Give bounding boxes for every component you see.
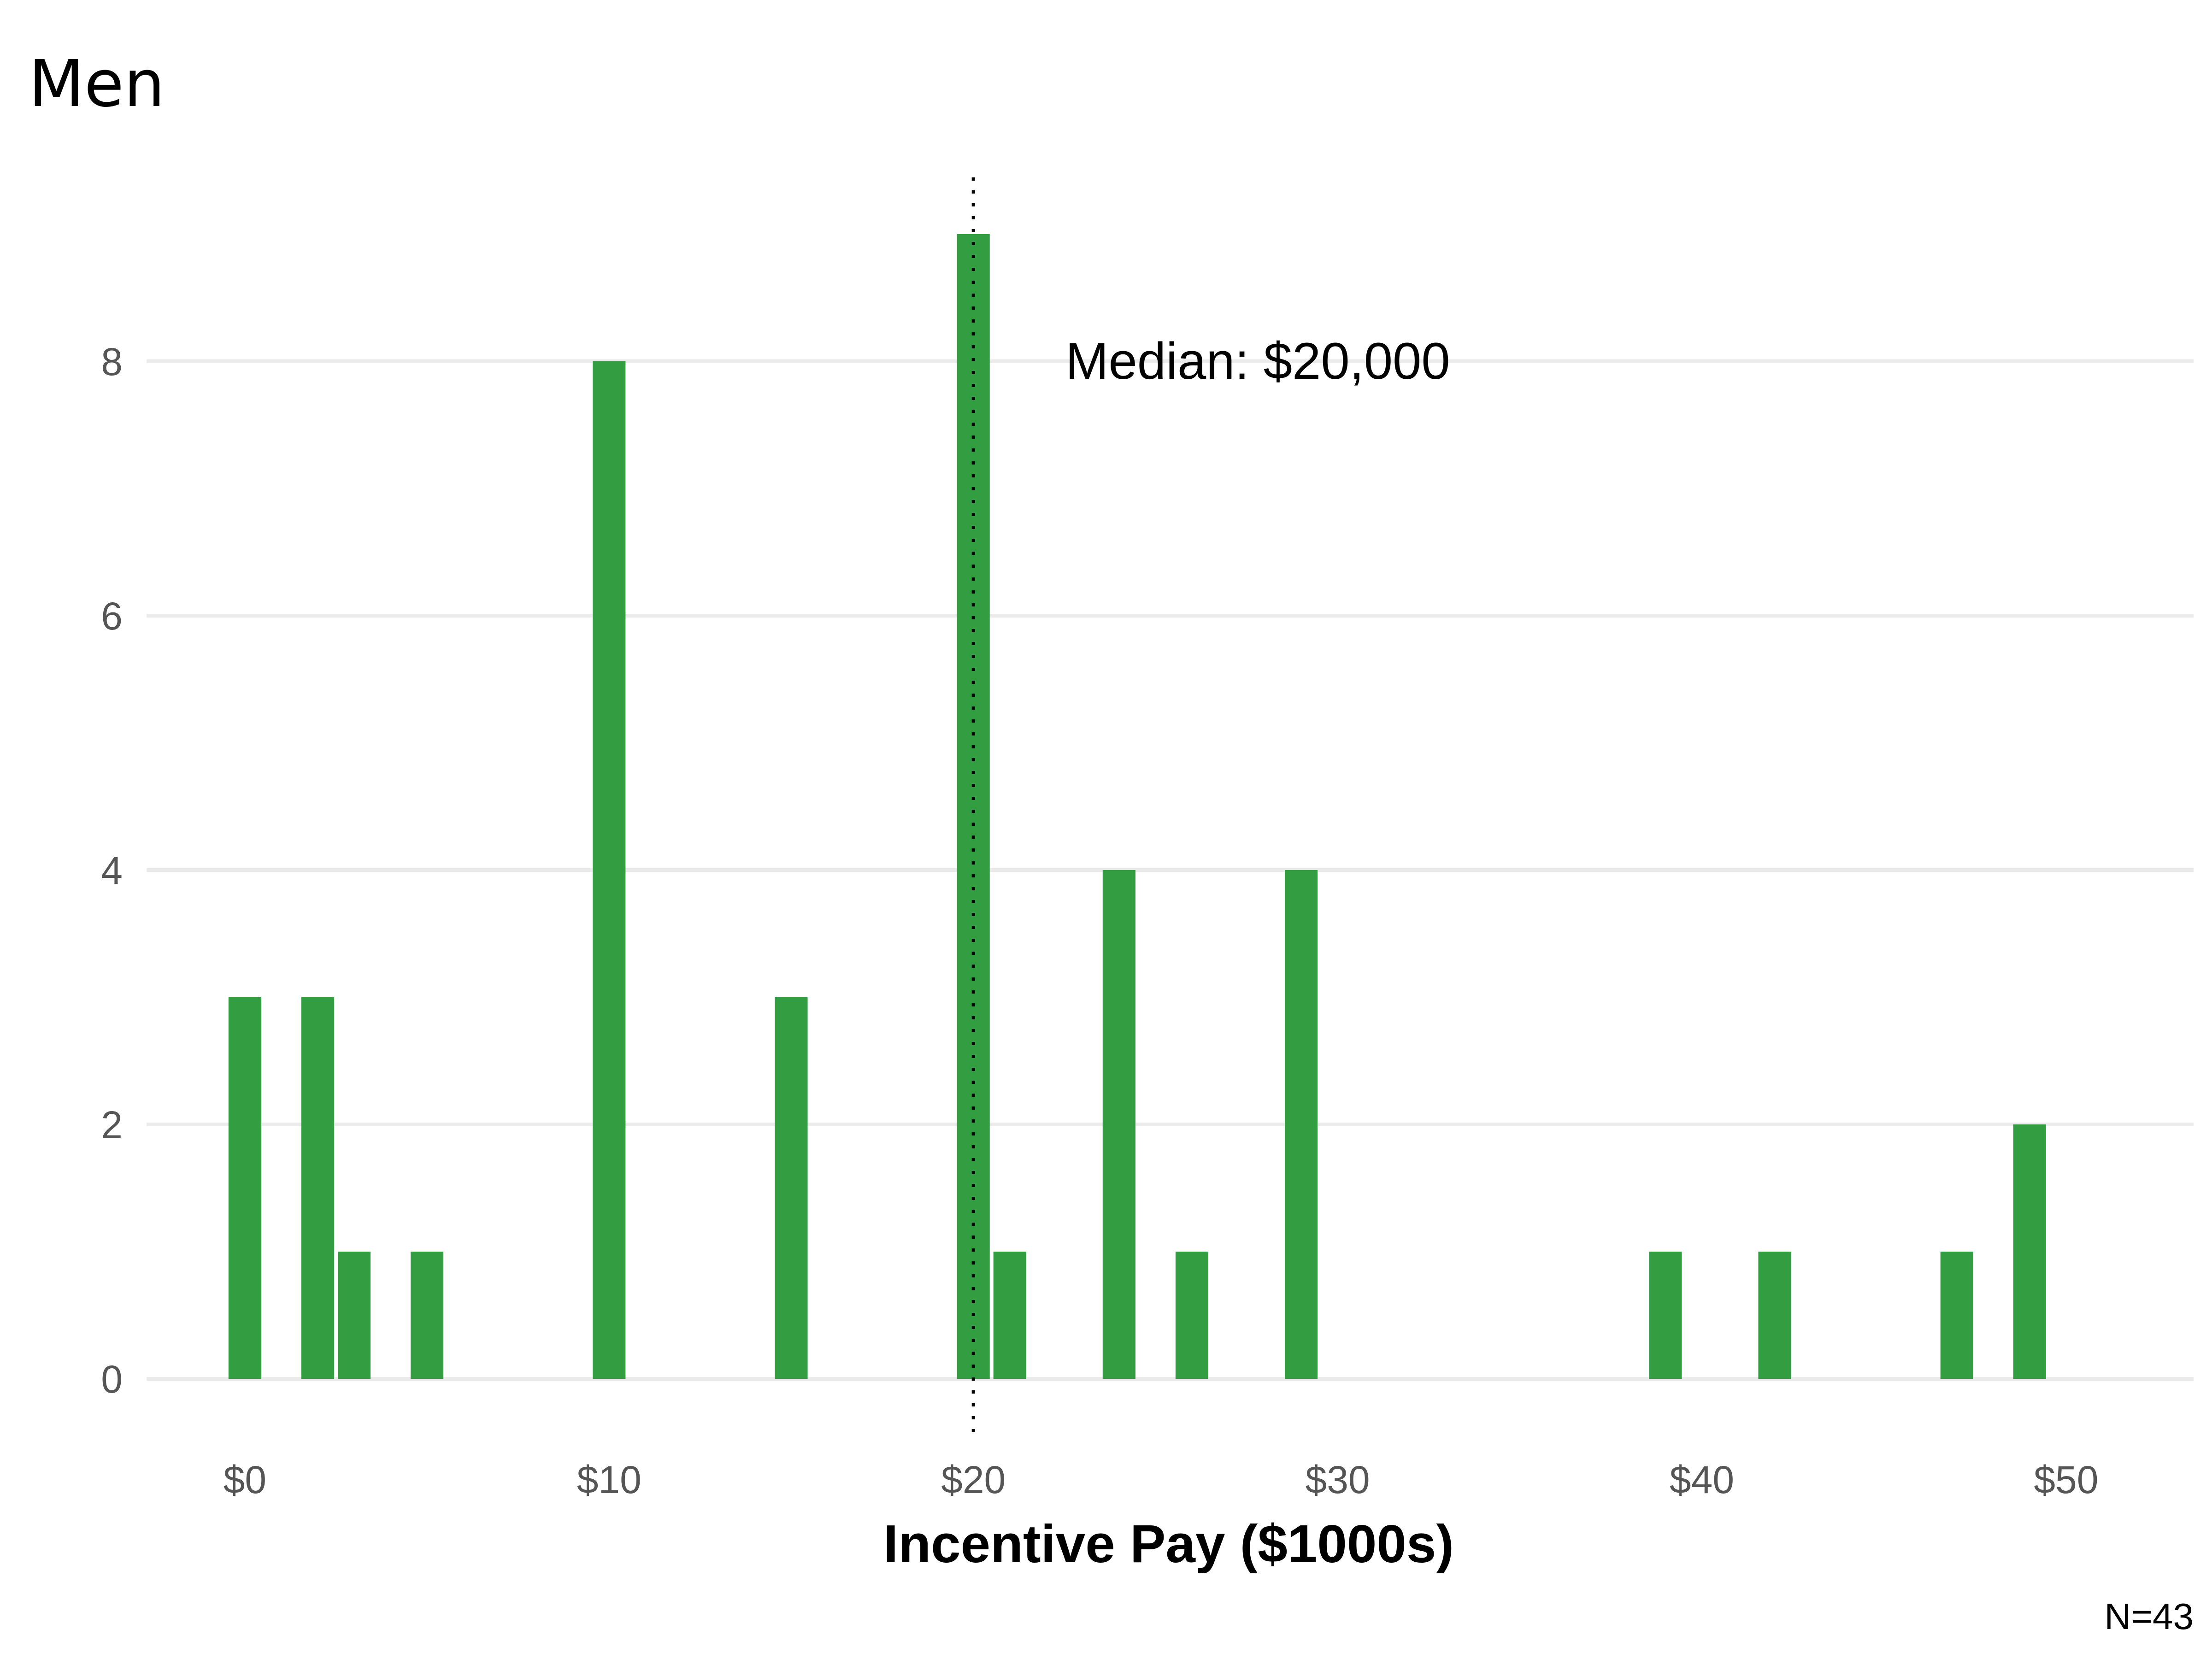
y-tick-label: 4 [101,849,123,892]
histogram-bar [993,1252,1026,1379]
sample-size-caption: N=43 [2105,1596,2194,1637]
histogram-bar [301,997,335,1379]
histogram-bar [593,361,626,1379]
histogram-bar [1284,870,1318,1379]
x-axis-label: Incentive Pay ($1000s) [883,1514,1454,1574]
histogram-bar [1102,870,1135,1379]
histogram-bar [228,997,261,1379]
grid-lines [147,359,2194,1381]
y-tick-label: 8 [101,340,123,383]
histogram-bar [1649,1252,1682,1379]
y-tick-label: 2 [101,1103,123,1147]
histogram-bar [775,997,808,1379]
y-axis-ticks: 0 2 4 6 8 [101,340,123,1401]
histogram-bar [1175,1252,1208,1379]
histogram-bar [2013,1124,2046,1379]
x-tick-label: $0 [224,1458,266,1501]
x-axis-ticks: $0 $10 $20 $30 $40 $50 [224,1458,2099,1501]
histogram-bar [1940,1252,1973,1379]
median-annotation: Median: $20,000 [1065,332,1450,390]
x-tick-label: $40 [1670,1458,1734,1501]
y-tick-label: 0 [101,1358,123,1401]
chart-title: Men [29,47,165,122]
y-tick-label: 6 [101,594,123,638]
x-tick-label: $30 [1306,1458,1370,1501]
histogram-bar [1758,1252,1791,1379]
histogram-bar [337,1252,371,1379]
x-tick-label: $50 [2034,1458,2098,1501]
histogram-bar [957,234,990,1379]
x-tick-label: $20 [941,1458,1006,1501]
x-tick-label: $10 [577,1458,641,1501]
histogram-bar [411,1252,444,1379]
bars [228,234,2046,1379]
median-marker: Median: $20,000 [971,177,1450,1440]
